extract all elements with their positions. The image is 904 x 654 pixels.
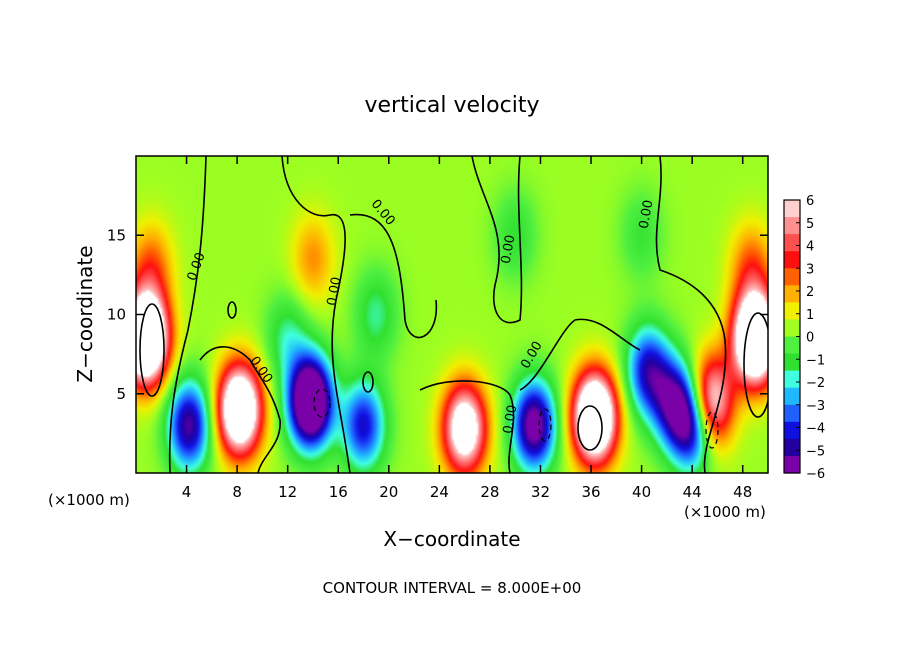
colorbar: 6 5 4 3 2 1 0 −1 −2 −3 −4 −5 −6 [783,194,825,482]
x-tick-label: 8 [232,483,242,501]
x-tick-label: 32 [531,483,550,501]
zero-contour-lines [139,156,768,473]
contour-label: 0.00 [637,199,657,230]
contour-line [655,156,727,473]
contour-loop [705,411,719,449]
colorbar-tick-label: −5 [806,444,825,459]
colorbar-swatch [784,387,800,406]
colorbar-swatch [784,217,800,235]
colorbar-swatch [784,200,800,218]
contour-line [471,156,523,324]
contour-loop [139,303,165,397]
velocity-field [136,156,768,473]
colorbar-tick-label: −2 [806,376,825,391]
contour-line [349,213,438,339]
colorbar-swatch [784,421,800,440]
colorbar-swatch [784,404,800,423]
colorbar-swatch [784,370,800,389]
contour-label: 0.00 [499,234,519,265]
x-tick-label: 40 [632,483,651,501]
colorbar-swatch [784,234,800,252]
y-axis-label: Z−coordinate [73,245,97,382]
contour-loop [227,301,237,319]
contour-line [168,156,207,473]
plot-area: 0.000.000.000.000.000.000.000.00 [135,155,769,474]
colorbar-swatch [784,438,800,457]
contour-loop [313,388,331,418]
colorbar-tick-label: 5 [806,217,814,232]
contour-label: 0.00 [325,276,345,307]
x-tick-label: 16 [329,483,348,501]
contour-line [519,318,641,391]
x-axis: 4 8 12 16 20 24 28 32 36 40 44 48 [182,156,752,501]
contour-line [281,156,351,473]
chart-title: vertical velocity [364,93,539,118]
contour-loop [577,405,603,451]
colorbar-swatch [784,336,800,355]
colorbar-tick-label: −1 [806,353,825,368]
contour-interval-note: CONTOUR INTERVAL = 8.000E+00 [323,579,582,597]
colorbar-tick-label: −6 [806,467,825,482]
colorbar-swatch [784,455,800,474]
colorbar-swatch [784,251,800,269]
x-tick-label: 4 [182,483,192,501]
colorbar-swatch [784,285,800,303]
x-axis-label: X−coordinate [383,527,520,551]
y-tick-label: 10 [107,306,126,324]
colorbar-tick-label: 1 [806,308,814,323]
colorbar-swatch [784,353,800,372]
negative-contour-lines [313,388,719,449]
contour-loop [743,312,768,418]
colorbar-tick-label: −4 [806,422,825,437]
colorbar-swatch [784,268,800,286]
colorbar-tick-label: 6 [806,194,814,209]
x-tick-label: 44 [683,483,702,501]
contour-line [199,346,281,473]
contour-loop [538,408,552,442]
x-tick-label: 20 [379,483,398,501]
x-tick-label: 24 [430,483,449,501]
colorbar-tick-label: −3 [806,399,825,414]
x-tick-label: 36 [581,483,600,501]
colorbar-swatch [784,319,800,338]
colorbar-swatch [784,302,800,321]
x-unit-right: (×1000 m) [684,503,766,521]
y-tick-label: 5 [116,385,126,403]
contour-line [419,380,515,473]
x-tick-label: 48 [733,483,752,501]
colorbar-tick-label: 0 [806,331,814,346]
contour-label: 0.00 [501,404,521,435]
x-tick-label: 12 [278,483,297,501]
colorbar-tick-label: 2 [806,285,814,300]
contour-loop [362,371,374,393]
x-unit-left: (×1000 m) [48,491,130,509]
colorbar-tick-label: 3 [806,262,814,277]
y-tick-label: 15 [107,226,126,244]
y-axis: 5 10 15 [107,226,768,403]
x-tick-label: 28 [480,483,499,501]
colorbar-tick-label: 4 [806,240,814,255]
